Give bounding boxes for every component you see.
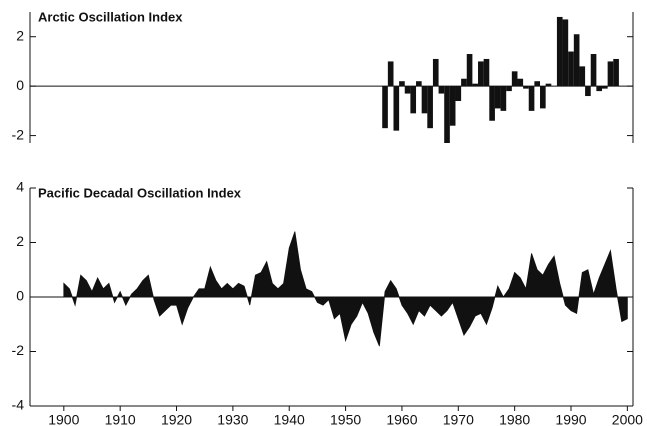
bar [432,58,439,87]
y-tick-label: 0 [16,77,24,93]
y-tick-label: -2 [12,342,25,358]
area [63,231,628,347]
bar [517,78,524,87]
bar [461,78,467,87]
bar [506,86,512,92]
y-tick-label: 2 [16,233,24,249]
x-tick-label: 1970 [443,412,474,426]
x-tick-label: 1980 [499,412,530,426]
bar [466,54,473,87]
bar [556,16,563,87]
bar [607,61,614,87]
y-tick-label: -4 [12,397,25,413]
bar [523,86,529,89]
y-tick-label: 2 [16,27,24,43]
bar [387,61,394,87]
bar [602,86,608,89]
x-tick-label: 1940 [274,412,305,426]
bar [562,19,569,87]
bar [590,54,597,87]
x-tick-label: 1900 [48,412,79,426]
bar [545,83,552,87]
x-tick-label: 1950 [330,412,361,426]
bar [416,81,422,87]
bar [511,71,518,87]
y-tick-label: 0 [16,288,24,304]
x-tick-label: 1990 [555,412,586,426]
bar [489,86,495,121]
bar [540,86,546,109]
bar [596,86,603,92]
bar [500,86,507,111]
bar [568,51,574,87]
bar [427,86,433,129]
bar [478,61,484,87]
bar [585,86,591,97]
bar [528,86,535,111]
bar [410,86,417,114]
bar [494,86,501,109]
bar [483,58,490,87]
bar [449,86,456,126]
bar [438,86,445,94]
bar [399,81,405,87]
x-tick-label: 1910 [105,412,136,426]
bar [455,86,462,101]
bar [421,86,428,114]
y-tick-label: 4 [16,179,24,195]
bar [573,34,580,87]
bar [404,86,411,94]
chart-title: Arctic Oscillation Index [38,9,183,24]
x-tick-label: 2000 [612,412,643,426]
x-tick-label: 1920 [161,412,192,426]
x-tick-label: 1960 [386,412,417,426]
bar [579,66,586,87]
bar [393,86,400,131]
bar [472,83,479,87]
chart-title: Pacific Decadal Oscillation Index [38,185,242,200]
bar [613,58,619,87]
bar [382,86,388,129]
y-tick-label: -2 [12,126,25,142]
bar [534,81,541,87]
bar [444,86,450,143]
x-tick-label: 1930 [217,412,248,426]
